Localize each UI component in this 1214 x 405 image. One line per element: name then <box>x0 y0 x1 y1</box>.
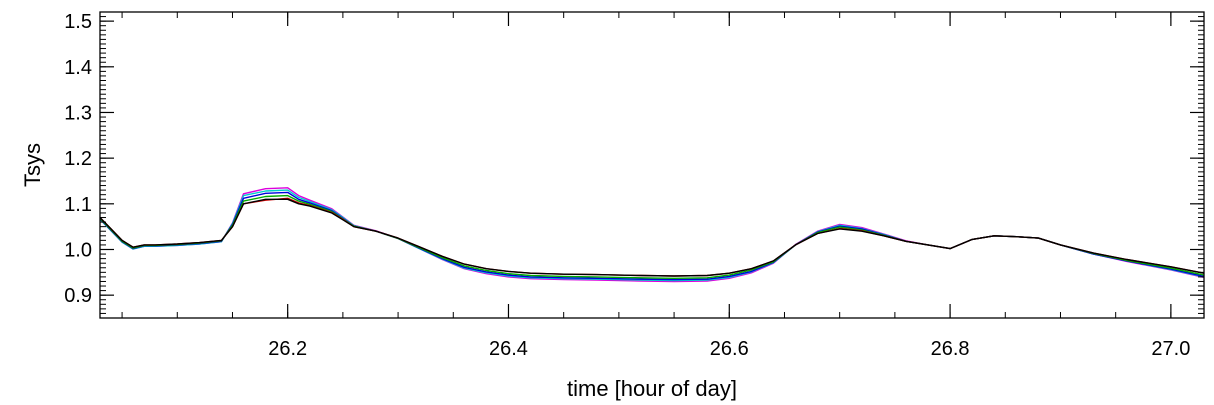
x-tick-label: 26.8 <box>931 338 970 360</box>
y-tick-label: 1.5 <box>64 11 92 33</box>
series-line-6 <box>99 189 1205 282</box>
series-line-2 <box>99 197 1205 277</box>
x-axis-title: time [hour of day] <box>567 376 737 401</box>
series-line-1 <box>99 198 1205 277</box>
series-line-3 <box>99 194 1205 279</box>
x-tick-label: 26.4 <box>489 338 528 360</box>
plot-frame <box>99 11 1205 319</box>
x-tick-label: 26.2 <box>268 338 307 360</box>
tick-label-layer: 0.9 1.0 1.1 1.2 1.3 1.4 1.5 26.2 26.4 26.6 26.8 27.… <box>64 11 1190 360</box>
x-tick-label: 27.0 <box>1151 338 1190 360</box>
y-tick-label: 1.4 <box>64 57 92 79</box>
tick-layer <box>100 11 1204 319</box>
y-tick-label: 1.2 <box>64 148 92 170</box>
y-tick-label: 0.9 <box>64 285 92 307</box>
series-line-4 <box>99 191 1205 281</box>
y-tick-label: 1.0 <box>64 239 92 261</box>
y-axis-title: Tsys <box>20 143 45 187</box>
y-tick-label: 1.1 <box>64 194 92 216</box>
y-tick-label: 1.3 <box>64 102 92 124</box>
x-tick-label: 26.6 <box>710 338 749 360</box>
series-line-5 <box>99 187 1205 283</box>
series-layer <box>99 187 1205 283</box>
